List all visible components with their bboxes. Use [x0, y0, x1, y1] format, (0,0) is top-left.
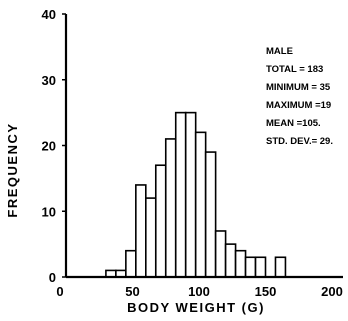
x-tick-label-2: 100	[188, 284, 210, 299]
summary-statistics: MALE TOTAL = 183 MINIMUM = 35 MAXIMUM =19 ME…	[266, 46, 333, 147]
x-tick-label-3: 150	[255, 284, 277, 299]
histogram-bar-8	[184, 111, 197, 278]
stat-line-2: MINIMUM = 35	[266, 82, 331, 93]
stat-line-5: STD. DEV.= 29.	[266, 136, 333, 147]
histogram-bar-13	[234, 249, 247, 278]
histogram-bar-3	[135, 184, 147, 278]
y-tick-label-4: 40	[42, 7, 56, 22]
x-tick-label-0: 0	[56, 284, 63, 299]
histogram-bar-6	[164, 138, 177, 278]
stat-line-0: MALE	[266, 46, 293, 57]
x-ticks: 0 50 100 150 200	[56, 284, 342, 299]
x-axis-title: BODY WEIGHT (G)	[127, 300, 265, 315]
histogram-bar-15	[254, 256, 267, 278]
histogram-bar-5	[154, 164, 167, 278]
x-tick-label-1: 50	[125, 284, 139, 299]
histogram-bar-12	[224, 243, 237, 278]
y-tick-label-0: 0	[49, 270, 56, 285]
x-tick-label-4: 200	[321, 284, 343, 299]
stat-line-1: TOTAL = 183	[266, 64, 323, 75]
histogram-bar-11	[214, 230, 227, 278]
histogram-bar-16	[274, 256, 287, 278]
histogram-bar-2	[125, 249, 137, 278]
y-tick-label-2: 20	[42, 139, 56, 154]
histogram-bar-4	[145, 197, 157, 278]
stat-line-3: MAXIMUM =19	[266, 100, 331, 111]
y-tick-label-3: 30	[42, 73, 56, 88]
bars-layer	[105, 111, 287, 278]
histogram-bar-7	[174, 111, 187, 278]
histogram-bar-14	[244, 256, 257, 278]
histogram-bar-9	[194, 131, 207, 278]
y-ticks: 0 10 20 30 40	[42, 7, 66, 285]
histogram-bar-10	[204, 151, 217, 278]
y-axis-title: FREQUENCY	[5, 122, 20, 217]
stat-line-4: MEAN =105.	[266, 118, 321, 129]
y-tick-label-1: 10	[42, 204, 56, 219]
